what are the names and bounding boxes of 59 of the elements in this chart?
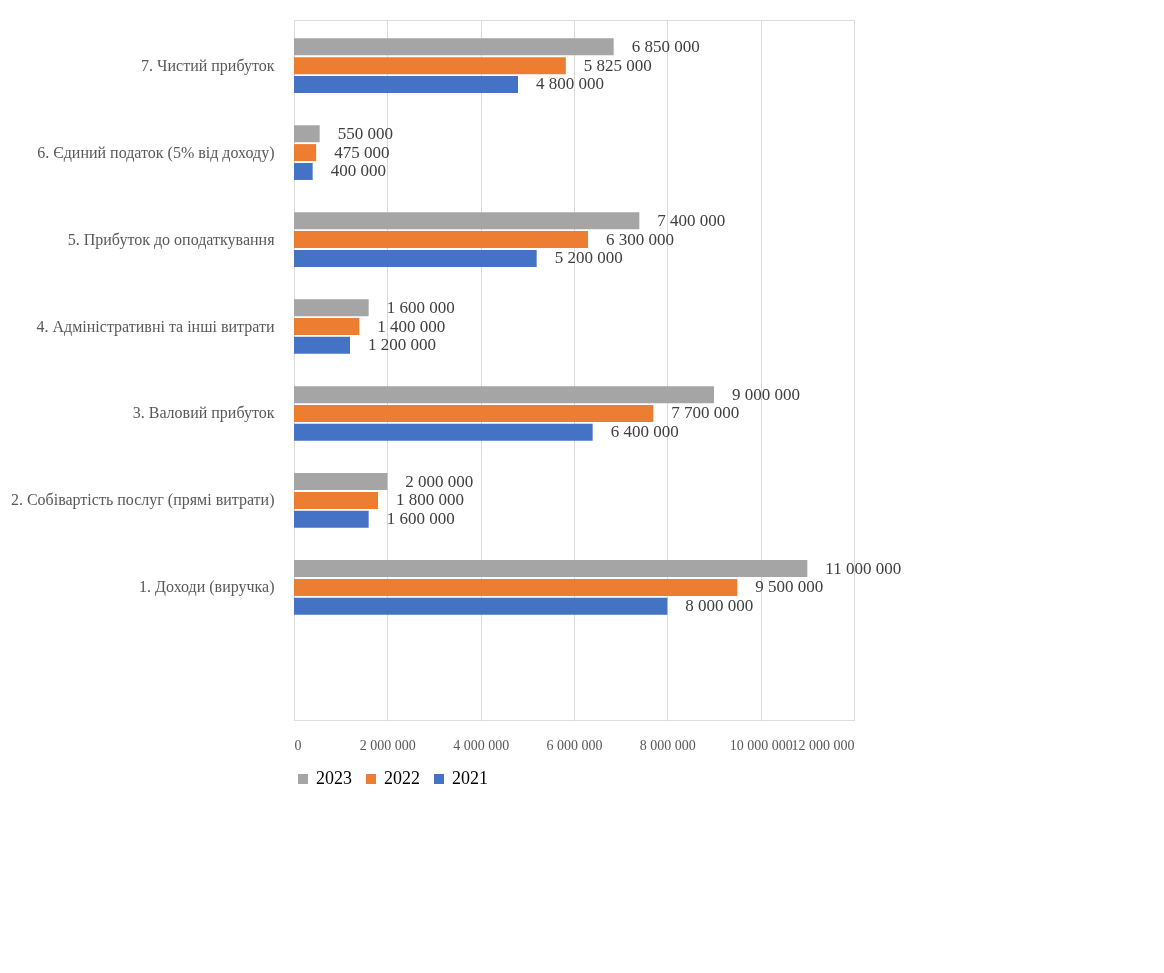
bar bbox=[294, 212, 640, 230]
data-label: 1 800 000 bbox=[396, 490, 464, 510]
x-tick-label: 8 000 000 bbox=[639, 737, 696, 753]
y-tick-label: 7. Чистий прибуток bbox=[141, 56, 275, 75]
bar bbox=[294, 231, 588, 249]
y-tick-label: 2. Собівартість послуг (прямі витрати) bbox=[10, 491, 275, 510]
bar bbox=[294, 75, 518, 93]
data-label: 5 200 000 bbox=[554, 248, 623, 268]
legend-label: 2022 bbox=[384, 768, 420, 788]
x-tick-label: 0 bbox=[294, 737, 302, 753]
x-tick-label: 12 000 000 bbox=[791, 737, 855, 753]
bar bbox=[294, 144, 317, 162]
bar bbox=[294, 162, 313, 180]
bar bbox=[294, 299, 369, 317]
data-label: 9 500 000 bbox=[755, 577, 824, 597]
x-tick-label: 6 000 000 bbox=[546, 737, 603, 753]
data-label: 6 300 000 bbox=[606, 229, 674, 249]
data-label: 7 400 000 bbox=[657, 210, 726, 230]
bar bbox=[294, 473, 388, 491]
data-label: 1 600 000 bbox=[386, 509, 455, 529]
bar bbox=[294, 336, 350, 354]
x-tick-label: 4 000 000 bbox=[453, 737, 510, 753]
data-label: 400 000 bbox=[330, 161, 386, 181]
data-label: 475 000 bbox=[334, 142, 390, 162]
data-label: 8 000 000 bbox=[685, 596, 754, 616]
data-label: 9 000 000 bbox=[732, 384, 800, 404]
data-label: 550 000 bbox=[337, 123, 393, 143]
legend-label: 2021 bbox=[452, 768, 488, 788]
y-tick-label: 1. Доходи (виручка) bbox=[139, 578, 275, 597]
bar bbox=[294, 597, 668, 615]
data-label: 1 400 000 bbox=[377, 316, 446, 336]
bar bbox=[294, 578, 738, 596]
data-label: 7 700 000 bbox=[671, 403, 740, 423]
data-label: 4 800 000 bbox=[536, 74, 604, 94]
bar bbox=[294, 249, 537, 267]
x-tick-label: 2 000 000 bbox=[359, 737, 416, 753]
legend-label: 2023 bbox=[316, 768, 352, 788]
bar bbox=[294, 125, 320, 143]
x-tick-label: 10 000 000 bbox=[729, 737, 793, 753]
bar bbox=[294, 38, 614, 56]
data-label: 6 850 000 bbox=[631, 36, 700, 56]
bar bbox=[294, 423, 593, 441]
y-tick-label: 5. Прибуток до оподаткування bbox=[67, 230, 276, 249]
data-label: 5 825 000 bbox=[583, 55, 652, 75]
bar bbox=[294, 386, 714, 404]
bar bbox=[294, 560, 808, 578]
bar bbox=[294, 404, 654, 422]
y-tick-label: 4. Адміністративні та інші витрати bbox=[36, 317, 275, 336]
data-label: 2 000 000 bbox=[405, 471, 474, 491]
data-label: 6 400 000 bbox=[610, 422, 679, 442]
y-tick-label: 3. Валовий прибуток bbox=[132, 404, 275, 423]
data-label: 1 200 000 bbox=[368, 335, 436, 355]
y-tick-label: 6. Єдиний податок (5% від доходу) bbox=[37, 143, 275, 162]
data-label: 1 600 000 bbox=[386, 297, 455, 317]
bar bbox=[294, 57, 566, 75]
data-label: 11 000 000 bbox=[825, 558, 902, 578]
bar bbox=[294, 318, 360, 336]
bar bbox=[294, 491, 378, 509]
bar bbox=[294, 510, 369, 528]
